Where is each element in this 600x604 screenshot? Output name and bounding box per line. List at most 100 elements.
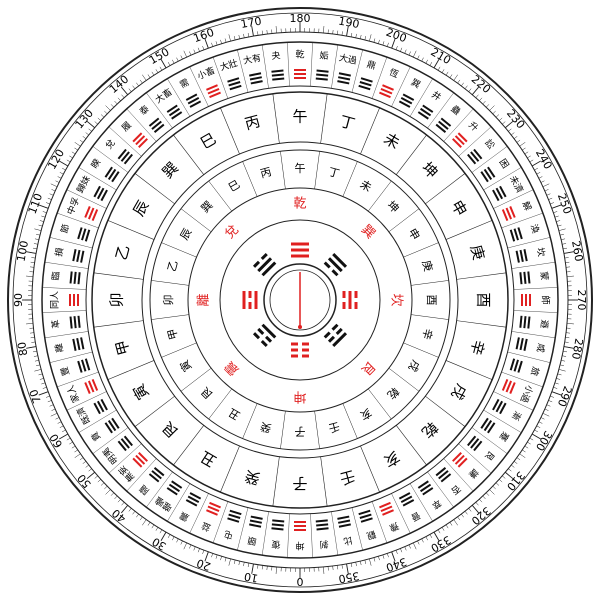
degree-label: 30 [150,535,169,553]
hexagram-line [251,516,263,520]
mountain-name-inner: 戌 [406,358,423,374]
hexagram-divider [262,512,268,556]
minor-tick [160,67,162,70]
inner-divider [161,243,196,258]
minor-tick [114,101,117,104]
hexagram-line [294,73,306,75]
hexagram-line [337,516,349,520]
minor-tick [511,133,514,135]
minor-tick [248,33,249,37]
degree-label: 260 [569,240,585,263]
minor-tick [383,555,384,559]
mountain-name: 寅 [130,381,153,403]
degree-label: 270 [575,290,588,311]
minor-tick [499,479,502,482]
minor-tick [365,560,366,564]
minor-tick [374,558,375,562]
hexagram-line [294,521,306,523]
minor-tick [490,490,495,495]
minor-tick [35,360,39,361]
mountain-name: 丑 [197,447,219,470]
hexagram-name: 泰 [137,103,152,118]
minor-tick [541,181,545,183]
trigram-line [331,269,338,276]
minor-tick [508,129,511,132]
minor-tick [553,387,557,388]
hexagram-name: 頤 [247,534,258,547]
degree-label: 100 [15,240,31,263]
minor-tick [36,234,40,235]
minor-tick [446,72,448,75]
mountain-name: 巳 [197,130,219,153]
minor-tick [502,122,505,125]
inner-divider [411,280,449,285]
hexagram-line [294,529,306,531]
hexagram-name: 否 [448,482,462,496]
mountain-name-inner: 乾 [384,384,401,401]
minor-tick [104,111,107,114]
minor-tick [369,559,371,566]
mountain-name-inner: 辰 [178,226,195,242]
inner-divider [243,161,258,196]
minor-tick [563,351,567,352]
degree-label: 250 [555,192,574,216]
minor-tick [95,476,98,479]
hexagram-line [339,72,351,76]
minor-tick [558,225,562,226]
mountain-name-inner: 子 [295,425,306,438]
minor-tick [136,514,138,517]
minor-tick [101,114,104,117]
hexagram-name: 復 [271,538,281,551]
minor-tick [152,72,154,75]
minor-tick [86,465,89,467]
minor-tick [67,160,70,162]
trigram-name: 坤 [293,389,306,404]
mountain-name: 辛 [467,338,488,357]
minor-tick [50,405,54,407]
trigram-name: 艮 [358,358,378,378]
minor-tick [80,140,83,142]
minor-tick [565,262,569,263]
minor-tick [257,31,258,35]
hexagram-name: 剝 [319,538,329,551]
minor-tick [239,561,240,565]
minor-tick [203,46,204,50]
trigram-line [355,302,358,309]
minor-tick [41,216,45,217]
minor-tick [525,446,528,448]
minor-tick [69,442,72,444]
minor-tick [400,548,401,552]
minor-tick [405,50,407,54]
hexagram-line [272,523,284,526]
minor-tick [483,496,486,499]
minor-tick [262,31,263,35]
trigram-line [291,343,298,346]
mountain-name: 卯 [108,292,126,307]
minor-tick [413,51,416,57]
hexagram-divider [287,42,289,86]
minor-tick [561,360,565,361]
minor-tick [101,483,104,486]
hexagram-name: 豫 [387,520,400,535]
minor-tick [548,198,552,199]
hexagram-name: 革 [49,319,62,329]
minor-tick [148,75,150,78]
degree-label: 190 [337,15,360,31]
trigram-line [331,324,338,331]
mountain-divider [220,108,239,154]
mountain-name-inner: 乙 [165,259,180,273]
hexagram-line [74,272,77,284]
minor-tick [168,62,170,65]
mountain-divider [273,457,280,507]
minor-tick [50,194,54,196]
mountain-name-inner: 庚 [419,259,435,273]
degree-label: 0 [297,575,304,588]
minor-tick [194,50,196,54]
minor-tick [543,184,549,187]
hexagram-divider [45,262,89,268]
minor-tick [89,469,92,472]
minor-tick [458,80,460,83]
minor-tick [442,527,444,530]
minor-tick [486,104,489,107]
hexagram-name: 謙 [466,466,481,481]
